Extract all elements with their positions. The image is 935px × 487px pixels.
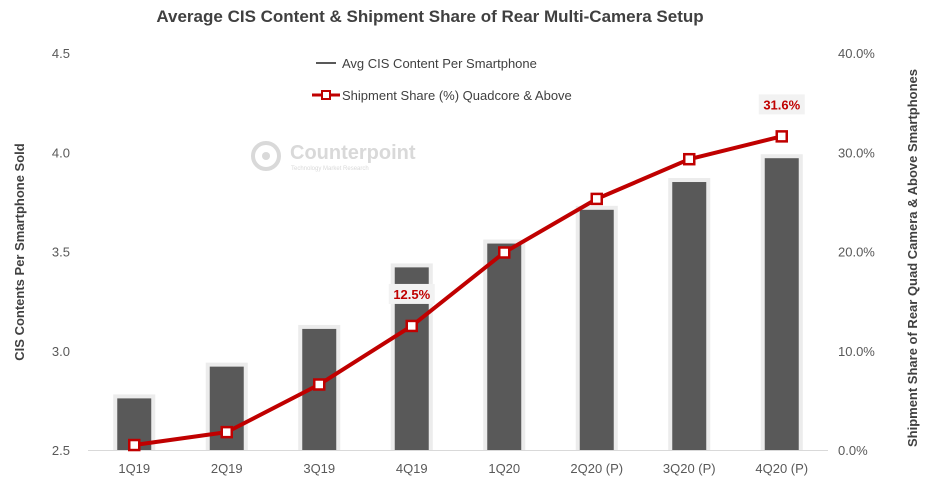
line-point-marker	[498, 246, 511, 259]
line-point-marker	[590, 192, 603, 206]
data-label-box	[758, 94, 805, 115]
series-line	[132, 134, 784, 448]
left-axis-ticks: 2.5 3.0 3.5 4.0 4.5	[52, 46, 70, 458]
legend: Avg CIS Content Per Smartphone Shipment …	[312, 56, 572, 103]
left-tick-label: 3.5	[52, 245, 70, 260]
line-point-marker	[128, 438, 141, 452]
watermark-tagline: Technology Market Research	[291, 166, 369, 172]
left-tick-label: 3.0	[52, 344, 70, 359]
right-tick-label: 0.0%	[838, 443, 868, 458]
bar	[764, 158, 799, 450]
left-tick-label: 2.5	[52, 443, 70, 458]
data-label-box	[388, 283, 435, 304]
x-tick-label: 1Q19	[118, 461, 150, 476]
line-point-marker	[313, 378, 326, 391]
left-axis-title: CIS Contents Per Smartphone Sold	[12, 143, 27, 360]
right-axis-title: Shipment Share of Rear Quad Camera & Abo…	[905, 69, 920, 447]
watermark: Counterpoint Technology Market Research	[251, 141, 416, 172]
left-tick-label: 4.5	[52, 46, 70, 61]
right-tick-label: 30.0%	[838, 145, 875, 160]
line-point-marker	[775, 130, 788, 143]
line-point-marker	[220, 425, 233, 439]
right-axis-ticks: 0.0% 10.0% 20.0% 30.0% 40.0%	[838, 46, 875, 458]
x-tick-label: 4Q20 (P)	[755, 461, 808, 476]
annotations-layer: 12.5% 31.6%	[388, 94, 805, 304]
legend-line-marker-icon	[321, 90, 331, 100]
legend-line-label: Shipment Share (%) Quadcore & Above	[342, 88, 572, 103]
bar	[579, 209, 614, 450]
bar	[487, 243, 522, 450]
bar	[672, 182, 707, 450]
x-tick-label: 3Q20 (P)	[663, 461, 716, 476]
x-tick-label: 3Q19	[303, 461, 335, 476]
x-tick-label: 2Q20 (P)	[570, 461, 623, 476]
watermark-name: Counterpoint	[290, 142, 416, 164]
chart-title: Average CIS Content & Shipment Share of …	[156, 7, 703, 26]
watermark-logo-icon	[251, 141, 281, 171]
data-label: 12.5%	[393, 287, 430, 302]
data-label: 31.6%	[763, 97, 800, 112]
line-layer	[128, 130, 788, 452]
right-tick-label: 40.0%	[838, 46, 875, 61]
bars-layer	[113, 154, 803, 450]
x-tick-label: 1Q20	[488, 461, 520, 476]
right-tick-label: 20.0%	[838, 245, 875, 260]
x-tick-label: 4Q19	[396, 461, 428, 476]
x-axis-ticks: 1Q19 2Q19 3Q19 4Q19 1Q20 2Q20 (P) 3Q20 (P) 4Q20…	[118, 461, 808, 476]
right-tick-label: 10.0%	[838, 344, 875, 359]
line-point-marker	[683, 152, 696, 166]
legend-bar-label: Avg CIS Content Per Smartphone	[342, 56, 537, 71]
left-tick-label: 4.0	[52, 145, 70, 160]
line-point-marker	[405, 319, 418, 333]
watermark-logo-dot	[262, 152, 270, 160]
x-tick-label: 2Q19	[211, 461, 243, 476]
